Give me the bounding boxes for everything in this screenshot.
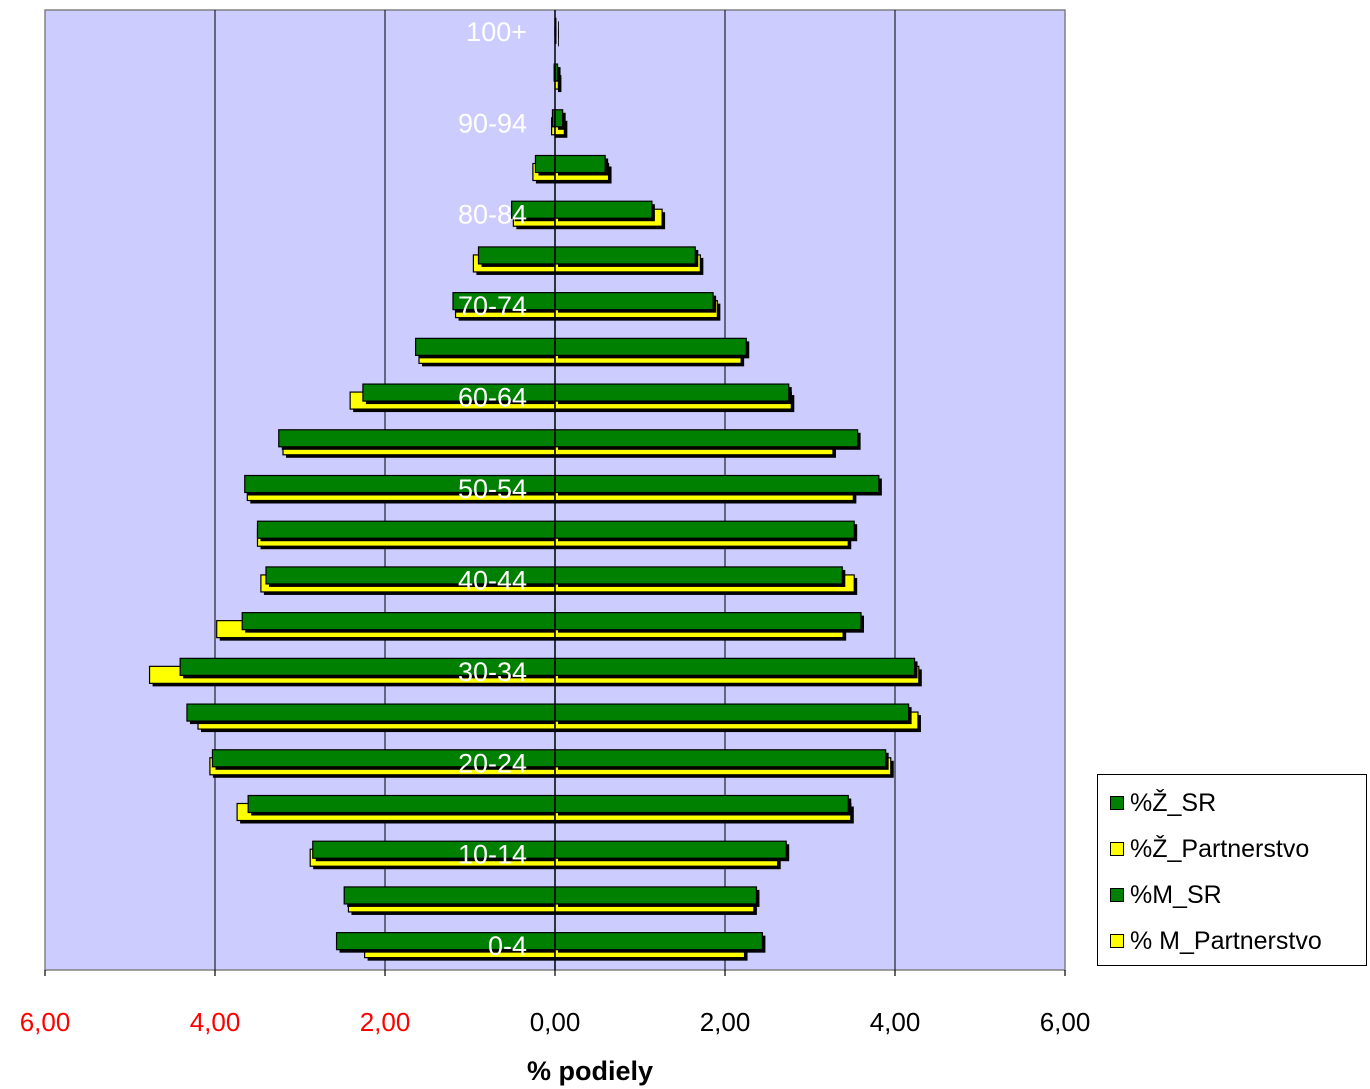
bar-male-sr-85-89: [554, 154, 606, 174]
age-label: 10-14: [458, 840, 527, 870]
bar-male-sr-75-79: [554, 246, 696, 265]
legend-item-male-sr: %M_SR: [1110, 879, 1222, 911]
bar-male-sr-25-29: [554, 703, 910, 722]
bar-female-sr-25-29: [186, 703, 556, 722]
bar-male-sr-95-99-shadow: [558, 67, 561, 85]
bar-male-sr-10-14: [554, 840, 787, 859]
x-axis-title: % podiely: [527, 1056, 653, 1086]
bar-male-sr-55-59: [554, 429, 859, 448]
bar-male-sr-90-94: [554, 109, 564, 128]
age-label: 80-84: [458, 200, 527, 230]
bar-female-sr-15-19: [247, 794, 556, 814]
x-axis: [44, 10, 1066, 976]
age-label: 100+: [466, 17, 527, 47]
bar-male-sr-5-9: [554, 886, 758, 905]
bar-male-sr-60-64: [554, 383, 790, 402]
bar-male-sr-70-74: [554, 292, 714, 311]
bar-female-sr-5-9: [343, 886, 556, 905]
legend-label-male-partnership: % M_Partnerstvo: [1130, 926, 1322, 955]
age-label: 20-24: [458, 748, 527, 778]
age-label: 70-74: [458, 291, 527, 321]
x-tick-label: 6,00: [20, 1007, 71, 1037]
bar-female-sr-65-69: [415, 337, 556, 356]
bar-male-sr-80-84: [554, 200, 653, 219]
age-label: 40-44: [458, 565, 527, 595]
bar-male-sr-15-19: [554, 794, 849, 814]
bar-male-sr-65-69: [554, 337, 747, 356]
bar-female-sr-35-39: [241, 612, 556, 631]
age-labels: 0-4 10-14 20-24 30-34 40-44 50-54 60-64 70-74 80…: [458, 17, 527, 961]
bar-female-sr-55-59: [278, 429, 556, 448]
legend-item-female-sr: %Ž_SR: [1110, 787, 1216, 819]
legend-swatch-male-partnership: [1110, 934, 1124, 948]
age-label: 60-64: [458, 383, 527, 413]
age-label: 50-54: [458, 474, 527, 504]
legend-label-female-partnership: %Ž_Partnerstvo: [1130, 834, 1310, 863]
legend-item-female-partnership: %Ž_Partnerstvo: [1110, 833, 1309, 865]
age-label: 0-4: [488, 931, 527, 961]
bar-male-sr-100-shadow: [558, 21, 559, 39]
bar-male-sr-0-4: [554, 932, 763, 951]
bar-male-sr-20-24: [554, 749, 887, 768]
bar-female-sr-75-79: [477, 246, 556, 265]
bar-male-sr-35-39: [554, 612, 862, 631]
x-tick-label: 2,00: [700, 1007, 751, 1037]
bar-male-sr-50-54: [554, 474, 880, 494]
legend-swatch-female-sr: [1110, 796, 1124, 810]
bar-female-sr-85-89: [534, 154, 556, 174]
legend-item-male-partnership: % M_Partnerstvo: [1110, 925, 1322, 957]
bar-male-sr-30-34: [554, 657, 916, 676]
legend: %Ž_SR %Ž_Partnerstvo %M_SR % M_Partnerst…: [1097, 774, 1367, 966]
age-label: 90-94: [458, 108, 527, 138]
x-tick-label: 6,00: [1040, 1007, 1091, 1037]
bar-male-sr-40-44: [554, 566, 843, 585]
x-tick-label: 0,00: [530, 1007, 581, 1037]
legend-label-male-sr: %M_SR: [1130, 880, 1222, 909]
legend-swatch-male-sr: [1110, 888, 1124, 902]
legend-label-female-sr: %Ž_SR: [1130, 788, 1217, 817]
x-tick-labels: 6,00 4,00 2,00 0,00 2,00 4,00 6,00: [20, 1007, 1091, 1037]
x-tick-label: 2,00: [360, 1007, 411, 1037]
age-label: 30-34: [458, 657, 527, 687]
bar-female-sr-45-49: [256, 520, 556, 539]
x-tick-label: 4,00: [190, 1007, 241, 1037]
bar-male-sr-45-49: [554, 520, 855, 539]
legend-swatch-female-partnership: [1110, 842, 1124, 856]
x-tick-label: 4,00: [870, 1007, 921, 1037]
